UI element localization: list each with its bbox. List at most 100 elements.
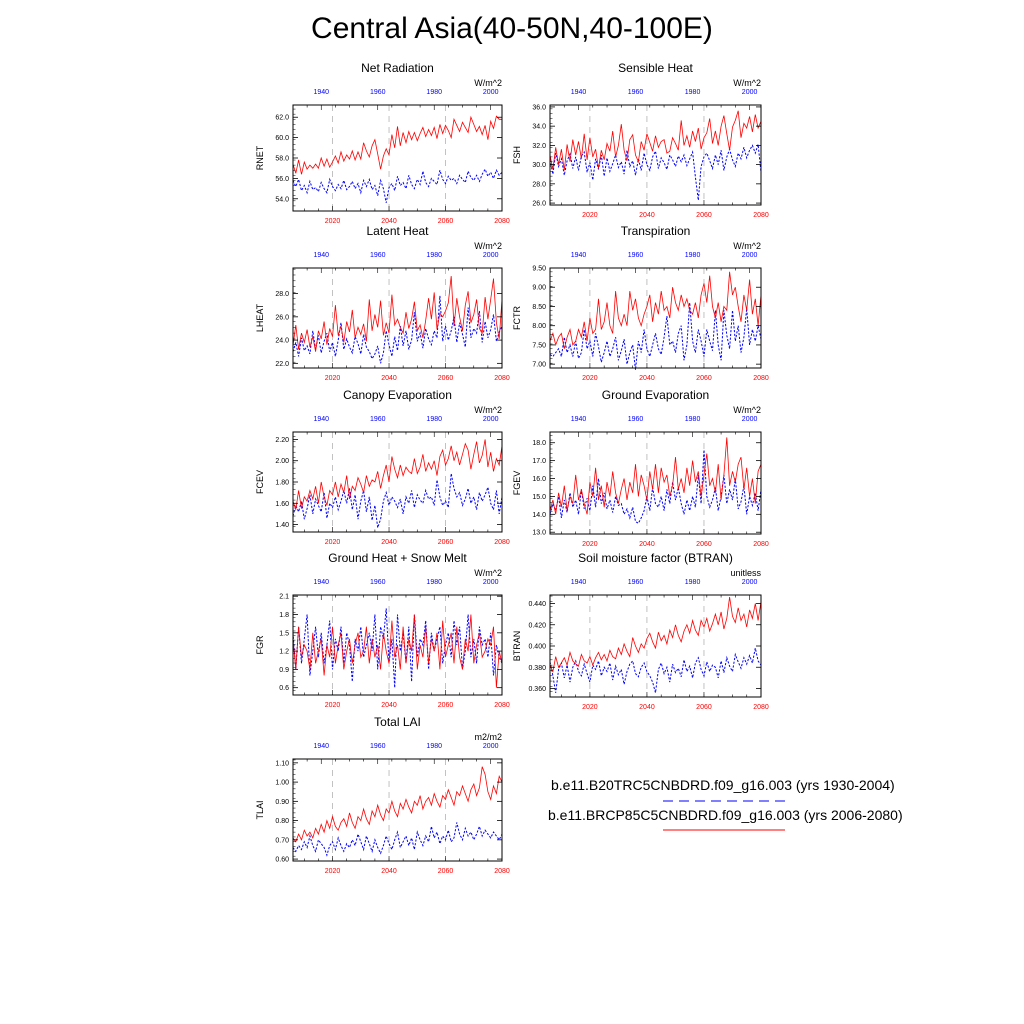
series-line-future bbox=[549, 437, 762, 515]
panel-unit-label: W/m^2 bbox=[474, 568, 502, 578]
x-tick-label-bottom: 2020 bbox=[582, 541, 598, 548]
panel-1: Net Radiation W/m^2 54.0 56.0 58.0 60.0 62.0 RN… bbox=[255, 61, 510, 225]
x-tick-label-top: 1960 bbox=[370, 252, 386, 259]
panel-title: Ground Evaporation bbox=[602, 388, 709, 402]
y-tick-label: 9.00 bbox=[532, 285, 546, 292]
x-tick-label-bottom: 2080 bbox=[494, 868, 510, 875]
y-tick-label: 0.420 bbox=[528, 622, 546, 629]
plot-frame bbox=[292, 594, 503, 696]
y-tick-label: 2.00 bbox=[275, 458, 289, 465]
y-tick-label: 30.0 bbox=[532, 162, 546, 169]
x-tick-label-bottom: 2080 bbox=[753, 704, 769, 711]
y-tick-label: 62.0 bbox=[275, 115, 289, 122]
y-tick-label: 2.1 bbox=[279, 594, 289, 601]
x-tick-label-top: 1960 bbox=[628, 579, 644, 586]
panel-title: Latent Heat bbox=[366, 224, 429, 238]
panel-unit-label: W/m^2 bbox=[474, 241, 502, 251]
x-tick-label-top: 1980 bbox=[685, 416, 701, 423]
y-tick-label: 13.0 bbox=[532, 530, 546, 537]
x-tick-label-top: 1940 bbox=[571, 416, 587, 423]
y-tick-label: 1.00 bbox=[275, 780, 289, 787]
figure-title: Central Asia(40-50N,40-100E) bbox=[311, 12, 713, 45]
x-tick-label-top: 1980 bbox=[426, 89, 442, 96]
panel-5: Canopy Evaporation W/m^2 1.40 1.60 1.80 2.00 2… bbox=[255, 388, 510, 546]
x-tick-label-bottom: 2040 bbox=[381, 375, 397, 382]
x-tick-label-top: 1940 bbox=[313, 743, 329, 750]
series-line-future bbox=[292, 766, 503, 843]
y-tick-label: 1.60 bbox=[275, 501, 289, 508]
plot-frame bbox=[292, 758, 503, 862]
x-tick-label-top: 1960 bbox=[628, 89, 644, 96]
panel-unit-label: W/m^2 bbox=[474, 78, 502, 88]
series-line-historical bbox=[292, 473, 503, 528]
x-tick-label-bottom: 2040 bbox=[639, 375, 655, 382]
x-tick-label-top: 2000 bbox=[483, 252, 499, 259]
x-tick-label-top: 2000 bbox=[483, 89, 499, 96]
plot-frame bbox=[292, 267, 503, 369]
y-tick-label: 32.0 bbox=[532, 143, 546, 150]
y-tick-label: 7.50 bbox=[532, 342, 546, 349]
x-tick-label-top: 2000 bbox=[742, 89, 758, 96]
series-line-historical bbox=[292, 295, 503, 364]
series-line-future bbox=[292, 276, 503, 352]
plot-frame bbox=[549, 267, 762, 369]
panel-title: Canopy Evaporation bbox=[343, 388, 452, 402]
x-tick-label-bottom: 2060 bbox=[438, 218, 454, 225]
y-tick-label: 0.6 bbox=[279, 685, 289, 692]
panel-unit-label: W/m^2 bbox=[733, 241, 761, 251]
y-tick-label: 7.00 bbox=[532, 362, 546, 369]
panel-4: Transpiration W/m^2 7.00 7.50 8.00 8.50 9.00 9.… bbox=[512, 224, 769, 382]
x-tick-label-bottom: 2060 bbox=[438, 868, 454, 875]
x-tick-label-bottom: 2080 bbox=[494, 702, 510, 709]
x-tick-label-bottom: 2060 bbox=[438, 375, 454, 382]
y-tick-label: 56.0 bbox=[275, 176, 289, 183]
panel-title: Total LAI bbox=[374, 715, 421, 729]
panel-unit-label: W/m^2 bbox=[733, 405, 761, 415]
panel-title: Net Radiation bbox=[361, 61, 434, 75]
y-tick-label: 16.0 bbox=[532, 476, 546, 483]
series-line-future bbox=[549, 110, 762, 171]
x-tick-label-bottom: 2040 bbox=[381, 702, 397, 709]
x-tick-label-top: 1940 bbox=[313, 252, 329, 259]
panel-unit-label: W/m^2 bbox=[474, 405, 502, 415]
y-tick-label: 0.440 bbox=[528, 601, 546, 608]
x-tick-label-top: 2000 bbox=[742, 579, 758, 586]
x-tick-label-bottom: 2060 bbox=[438, 702, 454, 709]
x-tick-label-bottom: 2080 bbox=[494, 539, 510, 546]
series-line-historical bbox=[549, 144, 762, 201]
x-tick-label-top: 1960 bbox=[628, 416, 644, 423]
y-tick-label: 54.0 bbox=[275, 196, 289, 203]
x-tick-label-bottom: 2080 bbox=[753, 212, 769, 219]
y-tick-label: 1.40 bbox=[275, 522, 289, 529]
x-tick-label-bottom: 2040 bbox=[381, 868, 397, 875]
x-tick-label-bottom: 2020 bbox=[582, 375, 598, 382]
y-tick-label: 8.00 bbox=[532, 323, 546, 330]
panel-title: Transpiration bbox=[621, 224, 691, 238]
x-tick-label-bottom: 2080 bbox=[753, 541, 769, 548]
x-tick-label-top: 2000 bbox=[483, 743, 499, 750]
legend-historical-swatch bbox=[663, 800, 785, 802]
y-tick-label: 1.10 bbox=[275, 760, 289, 767]
y-tick-label: 1.80 bbox=[275, 480, 289, 487]
y-tick-label: 2.20 bbox=[275, 437, 289, 444]
x-tick-label-bottom: 2080 bbox=[753, 375, 769, 382]
x-tick-label-top: 1980 bbox=[685, 579, 701, 586]
x-tick-label-top: 1980 bbox=[685, 252, 701, 259]
legend-historical-label: b.e11.B20TRC5CNBDRD.f09_g16.003 (yrs 193… bbox=[551, 777, 895, 793]
x-tick-label-top: 1940 bbox=[571, 89, 587, 96]
series-line-historical bbox=[292, 168, 503, 203]
y-tick-label: 34.0 bbox=[532, 124, 546, 131]
x-tick-label-bottom: 2040 bbox=[381, 218, 397, 225]
y-tick-label: 26.0 bbox=[275, 314, 289, 321]
x-tick-label-bottom: 2040 bbox=[639, 541, 655, 548]
x-tick-label-top: 1960 bbox=[370, 89, 386, 96]
panel-2: Sensible Heat W/m^2 26.0 28.0 30.0 32.0 34.0 36… bbox=[512, 61, 769, 219]
y-tick-label: 22.0 bbox=[275, 361, 289, 368]
series-line-future bbox=[292, 614, 503, 688]
x-tick-label-top: 1940 bbox=[313, 416, 329, 423]
x-tick-label-top: 1980 bbox=[426, 416, 442, 423]
y-tick-label: 0.80 bbox=[275, 818, 289, 825]
panel-title: Ground Heat + Snow Melt bbox=[328, 551, 467, 565]
panel-unit-label: m2/m2 bbox=[474, 732, 502, 742]
x-tick-label-bottom: 2020 bbox=[325, 868, 341, 875]
